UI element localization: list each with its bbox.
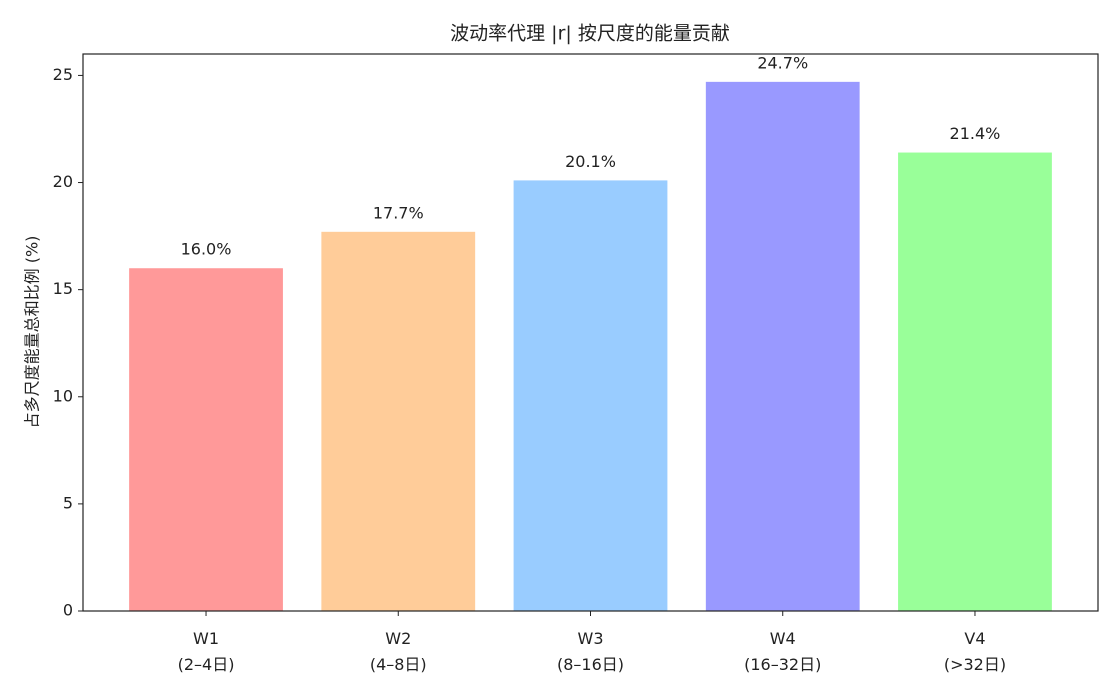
bar — [129, 268, 283, 611]
chart-title: 波动率代理 |r| 按尺度的能量贡献 — [450, 23, 730, 45]
y-tick-label: 10 — [53, 386, 73, 405]
bar — [321, 231, 476, 612]
y-tick-label: 25 — [53, 65, 73, 84]
x-tick-label: W2 (4–8日) — [370, 629, 427, 674]
x-tick-label: W1 (2–4日) — [178, 629, 235, 674]
y-tick-label: 0 — [63, 601, 73, 620]
bar — [513, 180, 668, 611]
x-tick-label: W4 (16–32日) — [744, 629, 821, 674]
bar — [898, 152, 1052, 612]
value-label: 16.0% — [181, 240, 232, 259]
y-tick-label: 5 — [63, 493, 73, 512]
value-label: 20.1% — [565, 152, 616, 171]
y-tick-label: 20 — [53, 172, 73, 191]
x-tick-label: W3 (8–16日) — [557, 629, 624, 674]
y-axis-label: 占多尺度能量总和比例 (%) — [23, 236, 42, 429]
value-label: 24.7% — [757, 53, 808, 72]
y-tick-label: 15 — [53, 279, 73, 298]
plot-frame — [82, 53, 1099, 612]
value-label: 17.7% — [373, 203, 424, 222]
value-label: 21.4% — [950, 124, 1001, 143]
x-tick-label: V4 (>32日) — [944, 629, 1006, 674]
bar — [705, 81, 860, 612]
